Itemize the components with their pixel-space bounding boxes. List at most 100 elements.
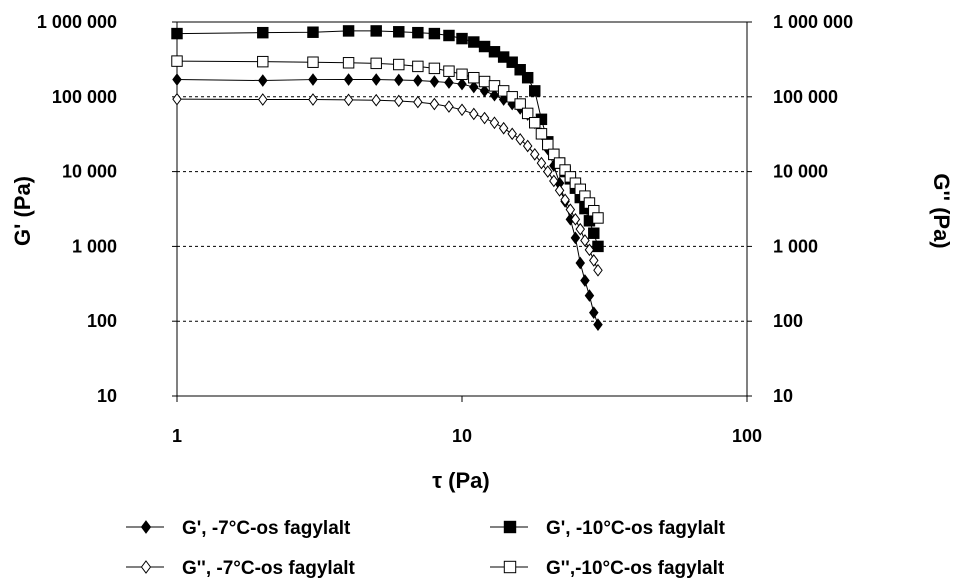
data-point	[412, 60, 424, 73]
y-tick-label-left: 1 000	[72, 236, 117, 256]
data-point	[506, 56, 518, 68]
data-point	[592, 212, 604, 224]
data-point	[514, 98, 526, 110]
series-3	[172, 92, 603, 277]
data-point	[575, 256, 586, 270]
legend-item: G', -10°C-os fagylalt	[490, 518, 726, 539]
data-point	[589, 306, 599, 320]
data-point	[342, 25, 355, 37]
data-point	[507, 127, 517, 141]
left-y-axis-title: G' (Pa)	[10, 176, 35, 246]
series-4	[171, 55, 604, 224]
data-point	[542, 138, 554, 151]
y-tick-label-left: 100	[87, 311, 117, 331]
data-point	[593, 263, 603, 277]
data-point	[468, 36, 480, 48]
data-point	[342, 57, 355, 69]
data-point	[428, 62, 441, 75]
data-point	[548, 148, 560, 161]
legend-item: G'', -7°C-os fagylalt	[126, 558, 356, 579]
y-tick-label-right: 1 000	[773, 236, 818, 256]
data-point	[443, 65, 455, 77]
data-point	[570, 213, 581, 226]
data-point	[456, 32, 468, 45]
gridlines	[177, 96, 747, 322]
data-point	[489, 116, 500, 130]
data-point	[588, 227, 600, 239]
y-tick-label-right: 100	[773, 311, 803, 331]
data-point	[570, 231, 581, 245]
data-point	[592, 240, 604, 253]
data-point	[580, 274, 590, 287]
data-point	[589, 254, 599, 267]
data-point	[515, 133, 525, 146]
ticks: 10 10 100 100 1 000 1 000 10 000 10 000 100 000 1…	[37, 12, 853, 446]
data-point	[478, 75, 491, 88]
data-point	[479, 111, 490, 125]
data-point	[457, 103, 467, 117]
data-point	[393, 26, 405, 38]
y-tick-label-left: 100 000	[52, 87, 117, 107]
data-point	[413, 74, 423, 87]
x-tick-label: 10	[452, 426, 472, 446]
data-point	[456, 68, 468, 81]
data-point	[429, 75, 440, 88]
data-point	[580, 234, 590, 247]
data-point	[443, 29, 455, 42]
data-point	[498, 93, 509, 106]
data-point	[478, 40, 491, 53]
data-point	[593, 318, 603, 331]
data-point	[529, 117, 541, 129]
data-point	[506, 91, 518, 103]
data-point	[258, 93, 268, 106]
data-point	[535, 128, 548, 140]
series-line	[176, 30, 599, 247]
data-point	[543, 165, 553, 178]
data-point	[371, 93, 381, 107]
y-tick-label-right: 10	[773, 386, 793, 406]
data-point	[371, 73, 381, 86]
legend-marker	[140, 520, 152, 534]
y-tick-label-left: 10 000	[62, 162, 117, 182]
legend: G', -7°C-os fagylalt G', -10°C-os fagylal…	[126, 518, 726, 579]
data-point	[394, 73, 404, 87]
series-1	[172, 73, 603, 331]
data-point	[584, 243, 595, 257]
data-point	[479, 84, 490, 98]
data-point	[429, 97, 440, 111]
x-tick-label: 100	[732, 426, 762, 446]
data-point	[413, 95, 423, 109]
data-point	[521, 71, 534, 84]
data-point	[257, 55, 269, 68]
data-point	[172, 92, 182, 106]
data-point	[584, 289, 595, 302]
legend-label: G', -7°C-os fagylalt	[182, 518, 351, 539]
data-point	[257, 26, 269, 39]
data-point	[560, 193, 570, 207]
data-point	[522, 139, 533, 153]
data-point	[370, 57, 382, 70]
legend-label: G'', -7°C-os fagylalt	[182, 558, 356, 579]
legend-marker	[140, 560, 152, 574]
data-point	[308, 73, 318, 86]
data-point	[565, 203, 576, 216]
data-point	[469, 107, 479, 121]
legend-label: G'',-10°C-os fagylalt	[546, 558, 725, 579]
data-point	[172, 73, 182, 86]
data-point	[370, 25, 382, 37]
legend-item: G', -7°C-os fagylalt	[126, 518, 351, 539]
data-point	[530, 148, 540, 161]
data-point	[469, 80, 479, 94]
data-point	[307, 56, 319, 68]
y-tick-label-right: 100 000	[773, 87, 838, 107]
data-point	[412, 26, 424, 39]
data-point	[549, 174, 559, 188]
series-layer	[171, 25, 604, 331]
data-point	[497, 85, 510, 97]
y-tick-label-right: 10 000	[773, 162, 828, 182]
data-point	[308, 93, 318, 106]
data-point	[171, 55, 183, 67]
x-axis-title: τ (Pa)	[432, 468, 490, 493]
legend-marker	[503, 520, 517, 534]
data-point	[343, 73, 354, 86]
